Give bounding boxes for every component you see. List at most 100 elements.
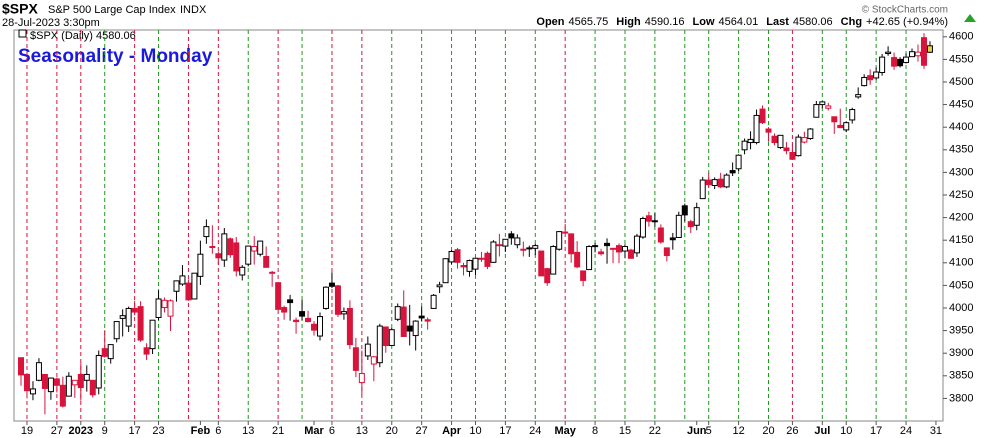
candle-body	[131, 307, 138, 313]
candle-body	[257, 240, 264, 255]
candle-body	[340, 311, 347, 315]
y-tick-label: 4300	[949, 166, 973, 178]
candle-body	[460, 265, 467, 268]
candle-body	[155, 298, 162, 318]
candle-body	[161, 299, 168, 309]
candle-body	[215, 253, 222, 259]
timestamp: 28-Jul-2023 3:30pm	[2, 17, 100, 29]
x-tick-label: 19	[21, 425, 33, 437]
candle-body	[550, 246, 557, 275]
y-tick-label: 3800	[949, 392, 973, 404]
quote-label: Open	[536, 16, 564, 28]
index-name: S&P 500 Large Cap Index	[48, 4, 176, 16]
y-tick-label: 3950	[949, 325, 973, 337]
candle-body	[741, 140, 748, 151]
candle-body	[436, 284, 443, 288]
candle-body	[663, 247, 670, 257]
candle-body	[101, 348, 108, 357]
candle-body	[795, 136, 802, 157]
candle-body	[388, 329, 395, 347]
plot-frame	[13, 29, 944, 422]
x-tick-label: 6	[215, 425, 221, 437]
candle-body	[95, 354, 102, 389]
candle-body	[167, 300, 174, 317]
candle-body	[358, 373, 365, 384]
candle-body	[179, 275, 186, 285]
quote-value: 4565.75	[569, 16, 609, 28]
candle-body	[669, 237, 676, 241]
candle-body	[574, 251, 581, 268]
y-tick-label: 3900	[949, 347, 973, 359]
y-tick-label: 4350	[949, 144, 973, 156]
x-tick-label: 13	[356, 425, 368, 437]
candle-body	[89, 379, 96, 396]
x-tick-label: 17	[128, 425, 140, 437]
candle-body	[855, 94, 862, 98]
candle-body	[538, 250, 545, 277]
candle-body	[825, 105, 832, 109]
credit: © StockCharts.com	[862, 5, 948, 16]
x-tick-label: 24	[900, 425, 912, 437]
candle-body	[544, 268, 551, 284]
candle-body	[23, 373, 30, 392]
candle-body	[771, 135, 778, 144]
candle-body	[621, 246, 628, 252]
candle-body	[245, 245, 252, 265]
candle-body	[149, 319, 156, 350]
x-tick-label: Apr	[442, 425, 462, 437]
x-tick-label: 21	[272, 425, 284, 437]
candle-body	[711, 179, 718, 186]
x-tick-label: 20	[386, 425, 398, 437]
candle-body	[478, 257, 485, 260]
y-tick-label: 4450	[949, 98, 973, 110]
candle-body	[627, 249, 634, 259]
candle-body	[502, 238, 509, 247]
candle-body	[568, 233, 575, 255]
quote-value: 4590.16	[645, 16, 685, 28]
legend-label: $SPX (Daily) 4580.06	[30, 30, 136, 42]
y-tick-label: 3850	[949, 370, 973, 382]
candle-body	[747, 138, 754, 144]
candle-body	[903, 56, 910, 64]
candle-body	[885, 51, 892, 55]
candle-body	[209, 246, 216, 249]
x-tick-label: 5	[706, 425, 712, 437]
up-arrow	[964, 14, 976, 22]
candle-body	[317, 316, 323, 337]
candle-body	[520, 248, 527, 251]
candle-body	[920, 37, 927, 66]
candle-body	[430, 294, 437, 309]
candle-body	[819, 101, 826, 106]
quote-label: High	[616, 16, 641, 28]
candle-body	[915, 51, 921, 57]
candle-body	[71, 379, 78, 386]
candle-body	[334, 285, 341, 315]
candle-body	[532, 245, 539, 249]
x-tick-label: 27	[416, 425, 428, 437]
candle-body	[35, 362, 42, 381]
quote-value: +42.65 (+0.94%)	[866, 16, 948, 28]
candle-body	[484, 252, 491, 267]
candle-body	[879, 56, 886, 73]
symbol: $SPX	[2, 1, 38, 17]
candle-body	[263, 255, 270, 268]
x-tick-label: 6	[329, 425, 335, 437]
candle-body	[807, 128, 814, 139]
candle-body	[47, 377, 54, 393]
x-tick-label: 12	[732, 425, 744, 437]
y-tick-label: 4200	[949, 211, 973, 223]
candle-body	[616, 245, 622, 253]
candle-body	[53, 378, 60, 386]
x-tick-label: 8	[592, 425, 598, 437]
candle-body	[448, 250, 455, 263]
candle-body	[227, 238, 234, 256]
candle-body	[496, 244, 503, 247]
x-tick-label: Mar	[304, 425, 324, 437]
candle-body	[705, 179, 712, 186]
candle-body	[311, 323, 318, 331]
x-tick-label: 15	[619, 425, 631, 437]
y-tick-label: 4400	[949, 121, 973, 133]
candle-body	[143, 347, 150, 355]
x-tick-label: 23	[152, 425, 164, 437]
